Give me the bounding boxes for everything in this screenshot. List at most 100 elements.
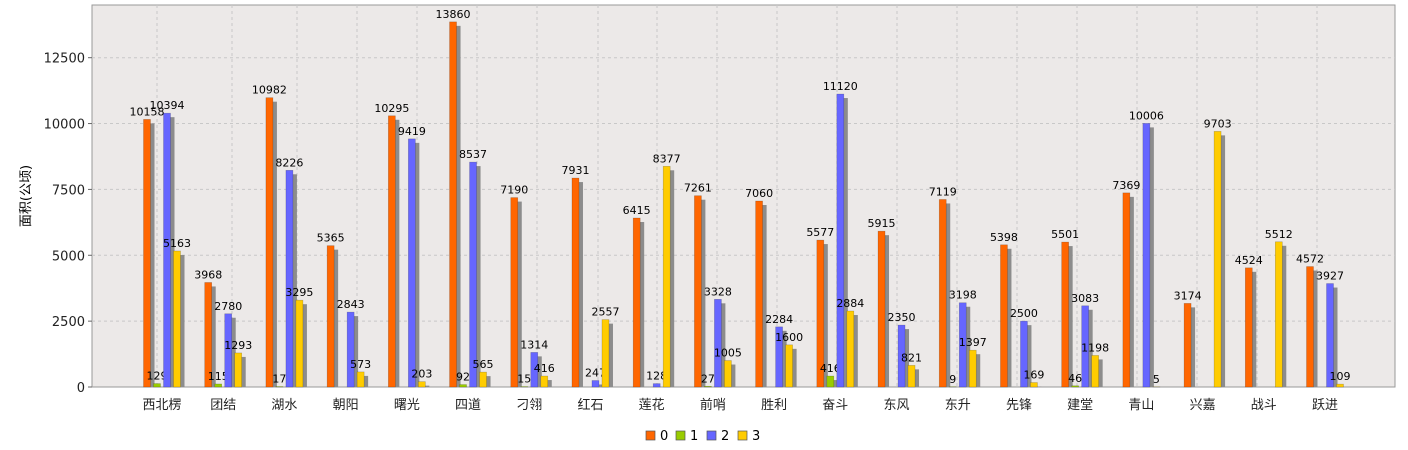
bar-0-莲花[interactable] [632,217,641,388]
bar-0-胜利[interactable] [755,200,763,388]
bar-0-东升[interactable] [938,199,947,388]
data-label: 2884 [836,297,864,310]
bar-2-四道[interactable] [469,161,477,388]
bar-2-朝阳[interactable] [346,311,355,388]
bar-2-西北楞[interactable] [163,112,171,388]
bar-1-奋斗[interactable] [826,375,835,388]
data-label: 3198 [949,289,977,302]
bar-2-红石[interactable] [591,380,600,388]
bar-0-前哨[interactable] [694,195,702,388]
bar-shadow [830,380,838,387]
data-label: 10394 [150,99,185,112]
bar-3-兴嘉[interactable] [1213,131,1222,388]
bar-2-胜利[interactable] [775,326,783,388]
bar-0-西北楞[interactable] [143,119,151,388]
bar-shadow [299,304,307,387]
data-label: 4572 [1296,253,1324,266]
bar-shadow [912,369,920,387]
bar-1-团结[interactable] [214,383,223,388]
legend-label-0: 0 [660,429,668,444]
bar-1-四道[interactable] [459,384,467,388]
x-axis: 西北楞 团结 湖水 朝阳 曙光 四道 刁翎 红石 莲花 前哨 胜利 奋斗 东风 东升 先锋 建堂 青山 兴嘉 战斗 跃… [142,397,1338,413]
bar-0-湖水[interactable] [265,97,274,388]
bar-2-先锋[interactable] [1020,320,1028,388]
data-label: 3295 [285,286,313,299]
data-label: 5915 [868,217,896,230]
bar-2-曙光[interactable] [408,138,416,388]
bar-2-前哨[interactable] [714,299,722,388]
bar-3-跃进[interactable] [1336,383,1344,388]
data-label: 9703 [1204,117,1232,130]
bar-0-青山[interactable] [1122,192,1131,388]
bar-3-湖水[interactable] [295,299,304,388]
bar-0-四道[interactable] [449,21,457,388]
bar-3-胜利[interactable] [785,344,793,388]
bar-3-建堂[interactable] [1091,355,1099,388]
x-tick-label: 前哨 [700,397,726,413]
data-label: 9 [949,373,956,386]
data-label: 1314 [520,338,548,351]
bar-0-奋斗[interactable] [816,239,825,388]
bar-1-西北楞[interactable] [153,383,161,388]
x-tick-label: 跃进 [1312,398,1338,413]
bar-3-刁翎[interactable] [540,375,549,388]
bar-3-西北楞[interactable] [173,250,181,388]
bar-2-建堂[interactable] [1081,305,1089,388]
bar-1-前哨[interactable] [704,385,712,388]
bar-0-先锋[interactable] [1000,244,1008,388]
data-label: 10006 [1129,109,1164,122]
x-tick-label: 朝阳 [333,398,359,413]
bar-0-刁翎[interactable] [510,197,519,388]
bar-3-曙光[interactable] [418,381,426,388]
bar-0-东风[interactable] [877,230,886,388]
y-tick-label: 12500 [44,52,85,67]
data-label: 1198 [1081,341,1109,354]
bar-3-奋斗[interactable] [846,310,855,388]
bar-0-跃进[interactable] [1306,266,1314,388]
bar-0-团结[interactable] [204,282,213,388]
data-label: 11120 [823,80,858,93]
bar-2-跃进[interactable] [1326,283,1334,388]
bar-3-先锋[interactable] [1030,382,1038,388]
bar-shadow [483,376,491,387]
bar-0-兴嘉[interactable] [1183,303,1192,388]
bar-2-东风[interactable] [897,324,906,388]
bar-0-朝阳[interactable] [326,245,335,388]
bar-3-莲花[interactable] [662,166,671,388]
bar-shadow [759,205,767,387]
data-label: 2843 [337,298,365,311]
bar-shadow [698,199,706,387]
bar-3-朝阳[interactable] [356,371,365,388]
bar-3-战斗[interactable] [1274,241,1283,388]
bar-shadow [575,182,583,387]
bar-0-红石[interactable] [571,177,580,388]
bar-2-刁翎[interactable] [530,352,539,388]
bar-2-东升[interactable] [958,302,967,388]
bar-2-湖水[interactable] [285,169,294,388]
data-label: 573 [350,358,371,371]
bar-shadow [1279,245,1287,387]
bar-2-青山[interactable] [1142,123,1151,388]
x-tick-label: 曙光 [394,398,420,413]
bar-0-战斗[interactable] [1244,267,1253,388]
bar-0-曙光[interactable] [388,115,396,388]
data-label: 5512 [1265,228,1293,241]
bar-3-东升[interactable] [968,349,977,388]
bar-0-建堂[interactable] [1061,241,1069,388]
bar-2-团结[interactable] [224,313,233,388]
x-tick-label: 兴嘉 [1190,398,1216,413]
bar-2-奋斗[interactable] [836,93,845,388]
bar-3-团结[interactable] [234,352,243,388]
y-tick-label: 2500 [52,315,85,330]
bar-3-前哨[interactable] [724,360,732,388]
data-label: 128 [646,370,667,383]
y-tick-label: 10000 [44,118,85,133]
bar-1-建堂[interactable] [1071,385,1079,388]
data-label: 5501 [1051,228,1079,241]
bar-3-四道[interactable] [479,371,487,388]
x-tick-label: 红石 [577,397,603,413]
bar-2-莲花[interactable] [652,383,661,388]
bar-shadow [1310,270,1318,387]
bar-3-东风[interactable] [907,365,916,388]
bar-3-红石[interactable] [601,319,610,388]
